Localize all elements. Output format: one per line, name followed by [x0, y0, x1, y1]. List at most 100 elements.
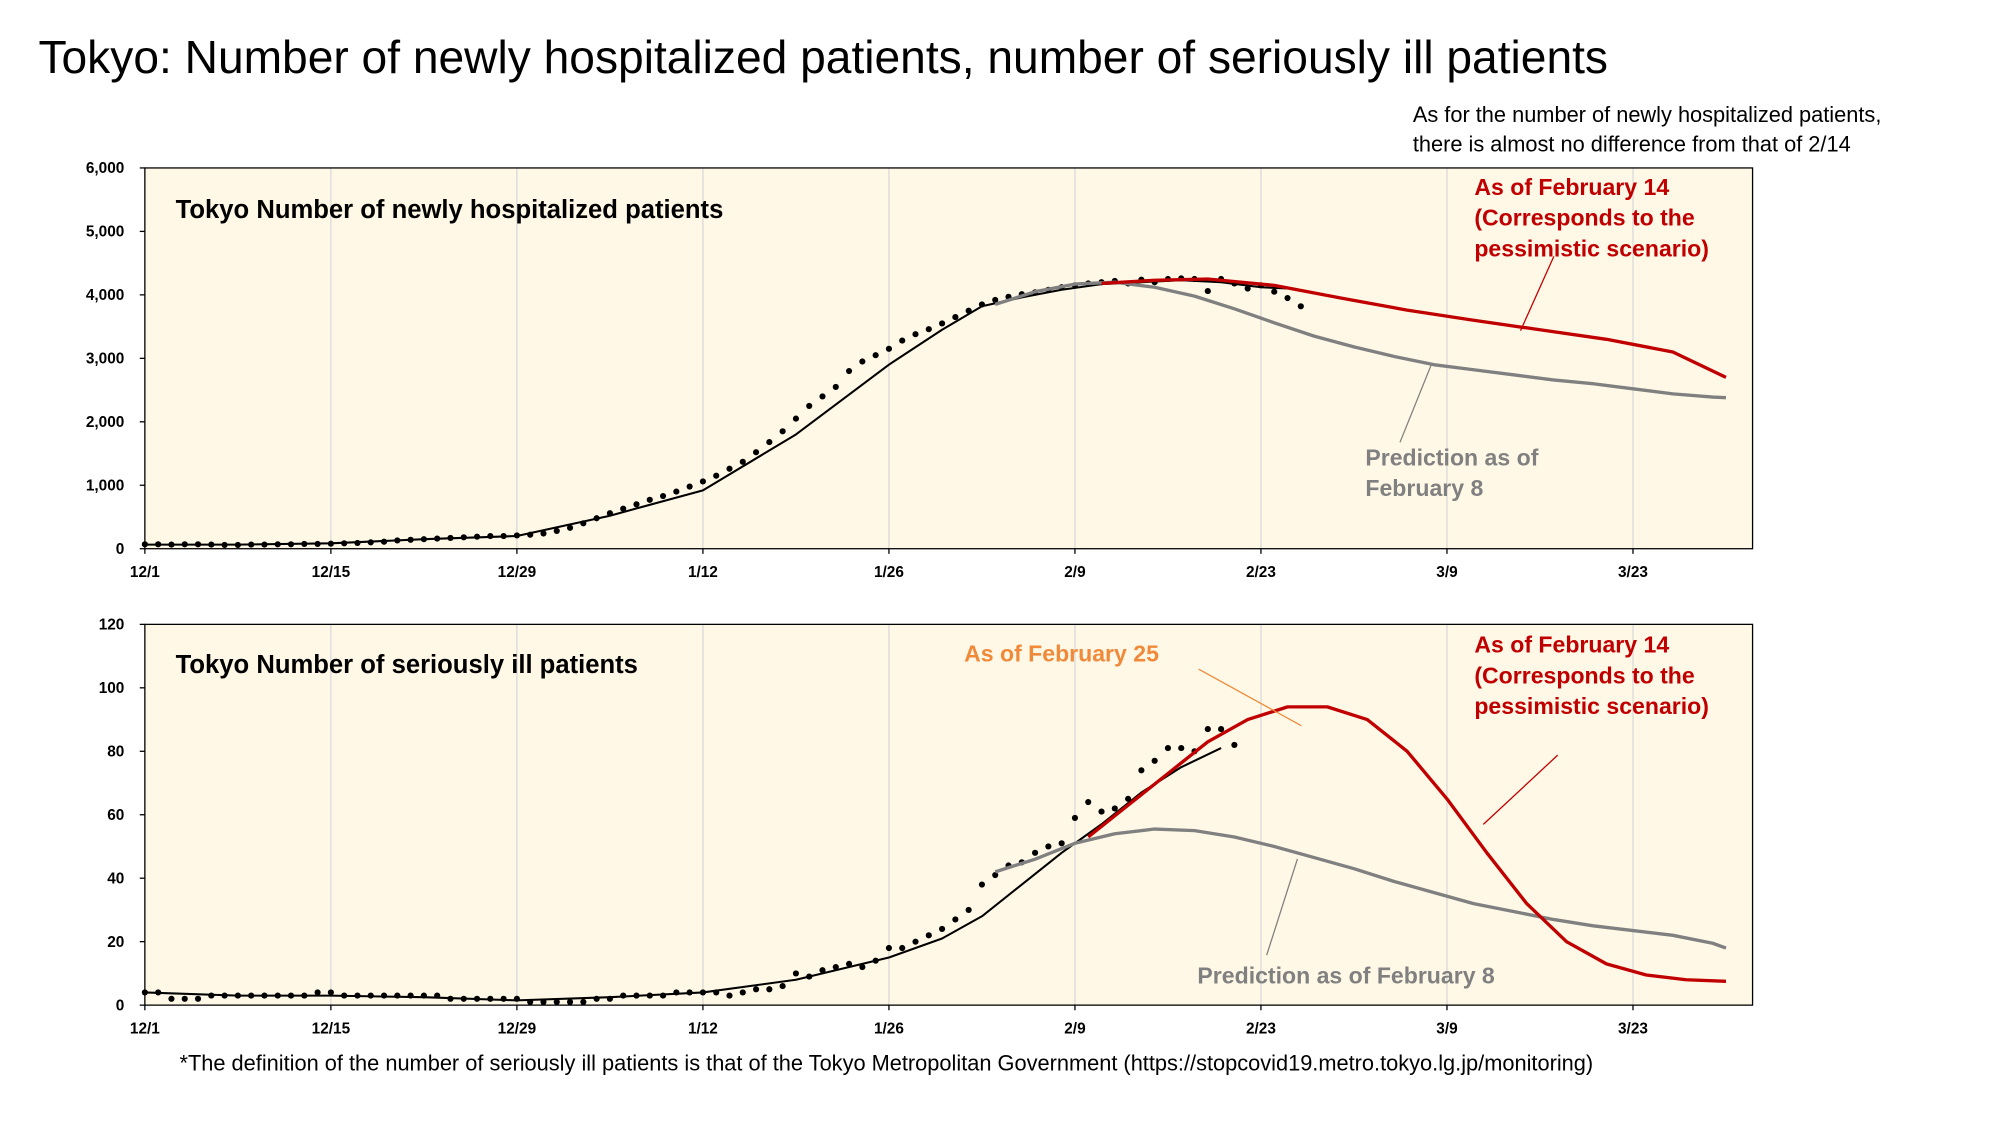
- data-dot: [1098, 808, 1105, 815]
- data-dot: [1032, 849, 1039, 856]
- page-title: Tokyo: Number of newly hospitalized pati…: [38, 31, 1608, 83]
- data-dot: [1045, 843, 1052, 850]
- data-dot: [540, 530, 547, 537]
- leader-line: [1519, 256, 1555, 332]
- x-tick-label: 1/12: [688, 1020, 718, 1037]
- series-line: [994, 827, 1727, 950]
- x-tick-label: 12/15: [312, 564, 351, 581]
- data-dot: [819, 393, 826, 400]
- leader-line: [1198, 668, 1302, 727]
- data-dot: [659, 492, 667, 500]
- annotation: As of February 14: [1474, 174, 1669, 200]
- data-dot: [726, 465, 733, 472]
- data-dot: [872, 352, 879, 359]
- data-dot: [899, 337, 906, 344]
- data-dot: [832, 383, 839, 390]
- x-tick-label: 1/12: [688, 564, 718, 581]
- data-dot: [752, 449, 760, 456]
- data-dot: [1284, 294, 1291, 302]
- data-dot: [553, 527, 560, 535]
- series-line: [1087, 705, 1727, 983]
- y-tick-label: 80: [107, 743, 124, 760]
- data-dot: [992, 871, 999, 879]
- data-dot: [938, 925, 946, 933]
- x-tick-label: 12/1: [130, 1020, 160, 1037]
- y-tick-label: 40: [107, 870, 124, 887]
- x-tick-label: 3/9: [1436, 564, 1457, 581]
- data-dot: [168, 995, 175, 1002]
- plot-area: [144, 167, 1753, 549]
- leader-line: [1399, 362, 1433, 443]
- data-dot: [194, 995, 202, 1002]
- data-dot: [1271, 288, 1278, 295]
- data-dot: [885, 345, 893, 352]
- data-dot: [992, 296, 999, 304]
- x-tick-label: 2/9: [1064, 1020, 1085, 1037]
- data-dot: [766, 439, 773, 446]
- x-tick-label: 1/26: [874, 1020, 904, 1037]
- y-tick-label: 0: [116, 997, 125, 1014]
- data-dot: [314, 989, 321, 996]
- data-dot: [620, 505, 627, 512]
- plot-area: [144, 624, 1753, 1006]
- data-dot: [766, 986, 773, 993]
- data-dot: [673, 488, 680, 495]
- data-dot: [952, 314, 959, 321]
- data-dot: [938, 320, 946, 327]
- data-dot: [1111, 805, 1118, 812]
- data-dot: [819, 967, 826, 974]
- chart-title: Tokyo Number of newly hospitalized patie…: [176, 196, 724, 224]
- data-dot: [1297, 303, 1304, 310]
- series-line: [1101, 277, 1727, 379]
- data-dot: [699, 478, 706, 485]
- data-dot: [1231, 741, 1238, 749]
- data-dot: [845, 960, 853, 967]
- data-dot: [912, 331, 919, 338]
- note-line: there is almost no difference from that …: [1413, 131, 1851, 156]
- data-dot: [978, 881, 986, 888]
- x-tick-label: 2/9: [1064, 564, 1085, 581]
- data-dot: [1085, 798, 1092, 806]
- data-dot: [925, 932, 932, 939]
- data-dot: [686, 483, 693, 490]
- footnote: *The definition of the number of serious…: [179, 1051, 1593, 1076]
- data-dot: [1071, 814, 1079, 821]
- x-tick-label: 12/29: [498, 1020, 536, 1037]
- y-tick-label: 6,000: [86, 160, 124, 177]
- data-dot: [1244, 285, 1251, 292]
- data-dot: [1218, 725, 1225, 733]
- data-dot: [181, 995, 188, 1002]
- y-tick-label: 3,000: [86, 350, 124, 367]
- data-dot: [779, 983, 786, 990]
- data-dot: [899, 944, 906, 952]
- annotation: (Corresponds to the: [1474, 205, 1695, 231]
- data-dot: [726, 992, 733, 999]
- data-dot: [1151, 757, 1158, 764]
- data-dot: [566, 524, 574, 531]
- y-tick-label: 60: [107, 807, 124, 824]
- x-tick-label: 12/1: [130, 564, 160, 581]
- data-dot: [779, 428, 786, 435]
- data-dot: [859, 963, 866, 971]
- x-tick-label: 12/15: [312, 1020, 351, 1037]
- x-tick-label: 3/23: [1618, 1020, 1648, 1037]
- x-tick-label: 3/23: [1618, 564, 1648, 581]
- data-dot: [1058, 840, 1065, 847]
- data-dot: [580, 998, 587, 1006]
- data-dot: [832, 963, 839, 971]
- annotation: Prediction as of: [1365, 444, 1538, 470]
- data-dot: [925, 326, 932, 333]
- data-dot: [739, 989, 746, 996]
- y-tick-label: 2,000: [86, 414, 124, 431]
- data-dot: [965, 906, 972, 914]
- annotation: Prediction as of February 8: [1197, 962, 1495, 988]
- series-line: [144, 747, 1222, 1002]
- annotation: (Corresponds to the: [1474, 662, 1695, 688]
- data-dot: [1138, 767, 1145, 774]
- leader-line: [1266, 858, 1299, 956]
- x-tick-label: 3/9: [1436, 1020, 1457, 1037]
- x-tick-label: 12/29: [498, 564, 536, 581]
- data-dot: [912, 938, 919, 945]
